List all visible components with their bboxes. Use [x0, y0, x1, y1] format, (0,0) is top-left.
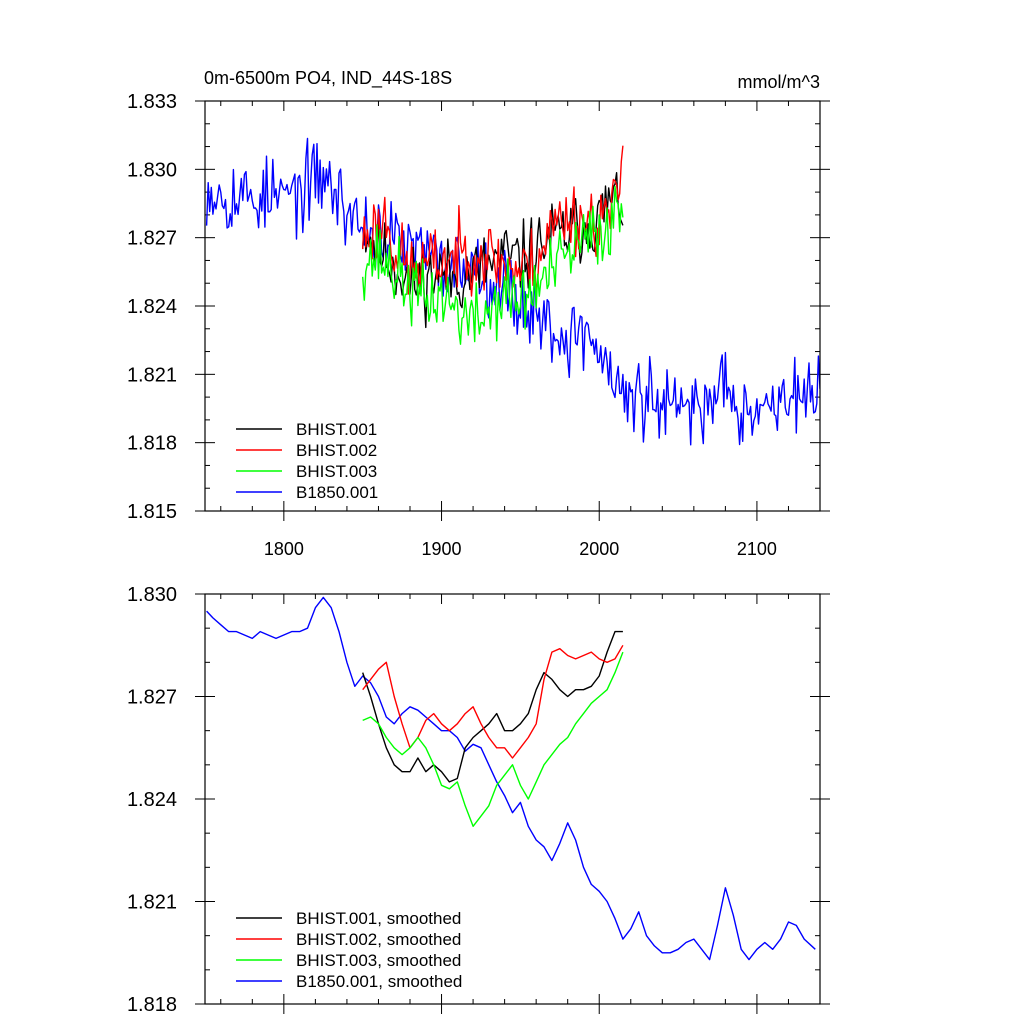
legend-label: B1850.001, smoothed: [296, 972, 462, 991]
bottom-series-line-1: [362, 630, 623, 783]
bottom-series-line-4: [206, 596, 816, 961]
y-tick-label: 1.827: [127, 228, 177, 250]
legend-label: BHIST.001, smoothed: [296, 909, 461, 928]
top-axis-ticks: 1800 1900 2000 2100 1.815 1.818 1.821 1.824 1.82…: [127, 91, 830, 559]
bottom-axis-ticks: 1.818 1.821 1.824 1.827 1.830: [127, 584, 830, 1016]
x-tick-label: 2100: [737, 539, 777, 559]
top-legend: BHIST.001 BHIST.002 BHIST.003 B1850.001: [236, 420, 378, 502]
x-tick-label: 1800: [264, 539, 304, 559]
legend-label: BHIST.003, smoothed: [296, 951, 461, 970]
top-series-group: [205, 137, 820, 446]
bottom-panel: 1.818 1.821 1.824 1.827 1.830 BHIST.001, smo…: [127, 584, 830, 1016]
legend-label: BHIST.002: [296, 441, 377, 460]
y-tick-label: 1.821: [127, 892, 177, 914]
y-tick-label: 1.821: [127, 364, 177, 386]
top-plot-frame: [204, 100, 821, 512]
y-tick-label: 1.818: [127, 994, 177, 1016]
legend-label: BHIST.002, smoothed: [296, 930, 461, 949]
top-series-line-4: [205, 137, 820, 446]
bottom-series-line-3: [362, 651, 624, 827]
y-tick-label: 1.830: [127, 159, 177, 181]
y-tick-label: 1.824: [127, 296, 177, 318]
top-panel: 0m-6500m PO4, IND_44S-18S mmol/m^3 1800 1…: [127, 68, 830, 559]
y-tick-label: 1.830: [127, 584, 177, 606]
top-chart-units: mmol/m^3: [738, 72, 820, 92]
legend-label: BHIST.001: [296, 420, 377, 439]
y-tick-label: 1.833: [127, 91, 177, 113]
bottom-series-line-2: [362, 644, 624, 759]
top-series-line-2: [362, 145, 624, 297]
legend-label: BHIST.003: [296, 462, 377, 481]
legend-label: B1850.001: [296, 483, 378, 502]
y-tick-label: 1.818: [127, 433, 177, 455]
top-series-line-3: [362, 185, 624, 345]
top-chart-title: 0m-6500m PO4, IND_44S-18S: [204, 68, 452, 89]
y-tick-label: 1.815: [127, 501, 177, 523]
x-tick-label: 2000: [579, 539, 619, 559]
y-tick-label: 1.827: [127, 687, 177, 709]
x-tick-label: 1900: [422, 539, 462, 559]
y-tick-label: 1.824: [127, 789, 177, 811]
bottom-legend: BHIST.001, smoothed BHIST.002, smoothed BH…: [236, 909, 462, 991]
bottom-series-group: [206, 596, 816, 961]
bottom-plot-frame: [204, 593, 821, 1005]
